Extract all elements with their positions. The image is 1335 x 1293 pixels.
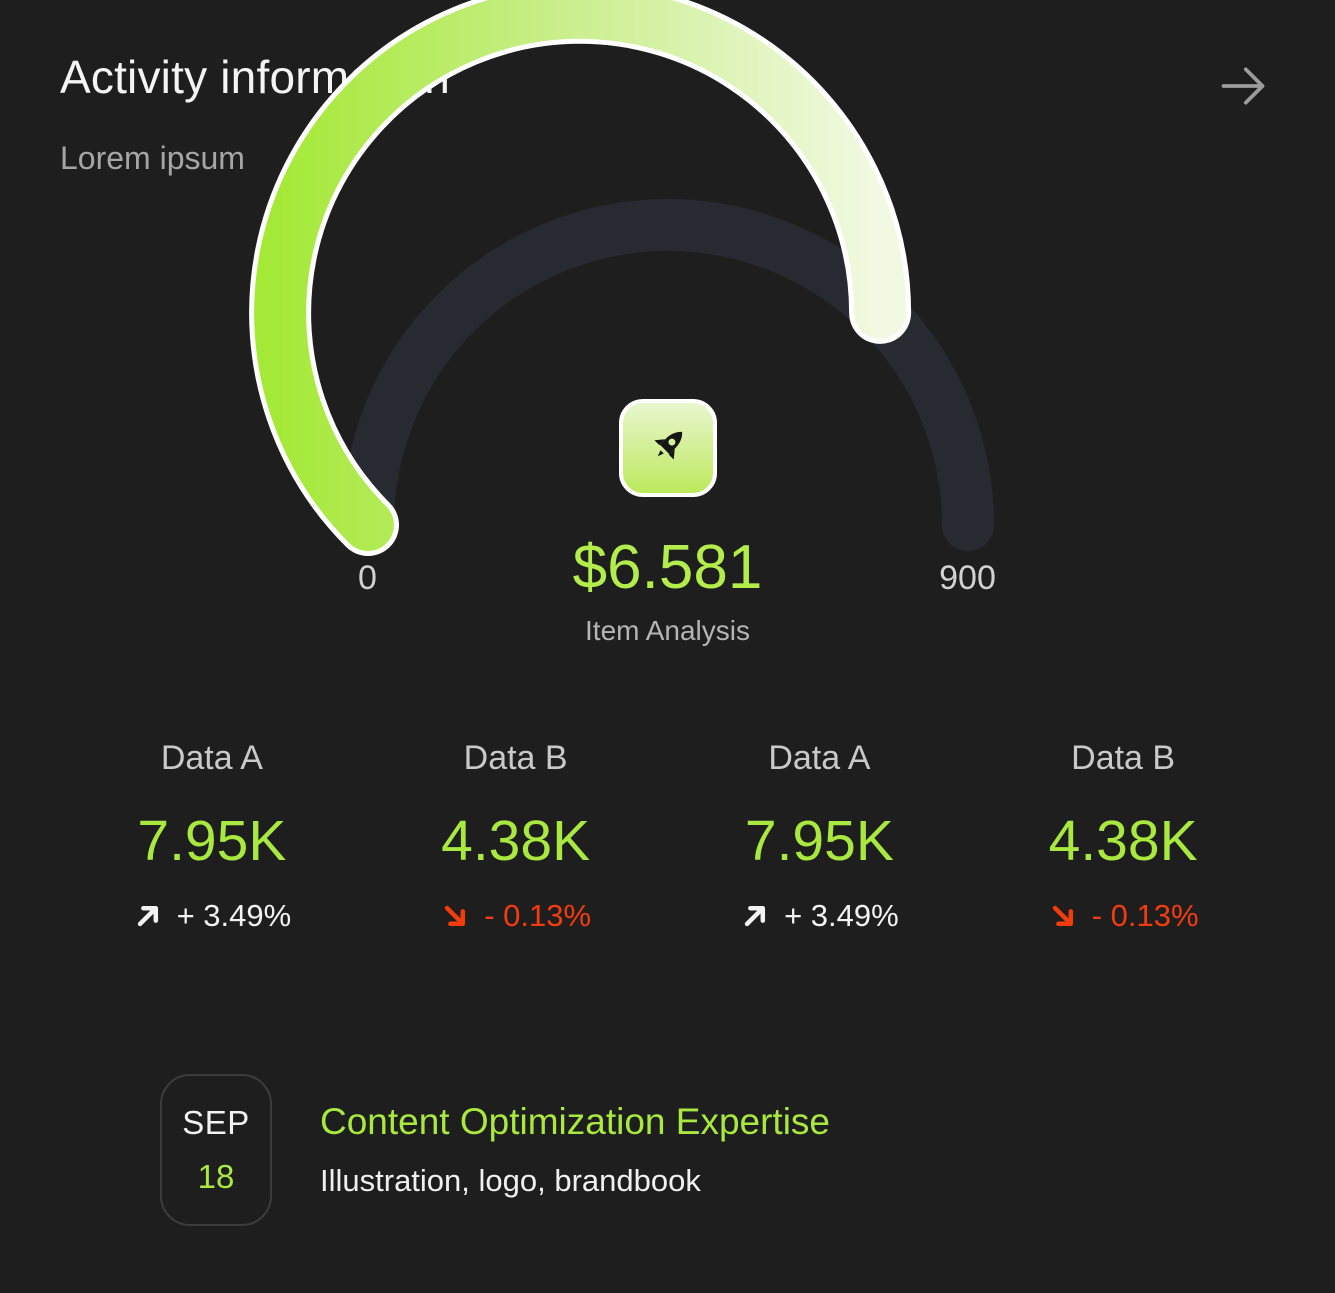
stat-value: 7.95K: [137, 809, 287, 873]
stat-change-text: + 3.49%: [176, 898, 292, 933]
stat-data-a-2: Data A 7.95K + 3.49%: [668, 739, 972, 934]
stat-change-text: - 0.13%: [1091, 898, 1199, 933]
stat-data-b-1: Data B 4.38K - 0.13%: [364, 739, 668, 934]
stat-label: Data B: [463, 739, 568, 777]
event-date-badge: SEP 18: [160, 1074, 272, 1226]
event-title: Content Optimization Expertise: [320, 1101, 831, 1142]
stat-data-a-1: Data A 7.95K + 3.49%: [60, 739, 364, 934]
event-date-day: 18: [197, 1158, 235, 1195]
stat-change-text: - 0.13%: [484, 898, 592, 933]
event-text: Content Optimization Expertise Illustrat…: [320, 1101, 830, 1199]
open-details-button[interactable]: [1211, 54, 1275, 121]
stat-value: 4.38K: [1048, 809, 1198, 873]
gauge-caption: Item Analysis: [585, 615, 750, 646]
gauge-fill-arc: [253, 0, 906, 551]
stats-row: Data A 7.95K + 3.49% Data B 4.38K: [60, 739, 1275, 934]
gauge-track: [341, 199, 994, 551]
gauge-value: $6.581: [572, 533, 763, 602]
stat-value: 7.95K: [744, 809, 894, 873]
stat-label: Data B: [1071, 739, 1176, 777]
stat-label: Data A: [160, 739, 263, 777]
arrow-down-right-icon: [1048, 901, 1078, 931]
page-subtitle: Lorem ipsum: [60, 140, 245, 176]
gauge-value-row: 0 $6.581 900: [328, 535, 1008, 605]
gauge-center-badge: [618, 399, 717, 497]
stat-value: 4.38K: [441, 809, 591, 873]
gauge-min-label: 0: [358, 559, 377, 597]
stat-change-text: + 3.49%: [784, 898, 899, 933]
event-subtitle: Illustration, logo, brandbook: [320, 1163, 701, 1198]
stat-change: - 0.13%: [364, 898, 668, 934]
card-header: Activity information Lorem ipsum: [60, 50, 1275, 177]
stat-change: + 3.49%: [668, 898, 972, 934]
stat-label: Data A: [768, 739, 871, 777]
arrow-up-right-icon: [133, 901, 163, 931]
arrow-down-right-icon: [440, 901, 470, 931]
arrow-right-icon: [1217, 67, 1269, 115]
event-date-month: SEP: [182, 1104, 250, 1141]
stat-change: - 0.13%: [971, 898, 1275, 934]
rocket-icon: [645, 423, 691, 474]
stat-change: + 3.49%: [60, 898, 364, 934]
gauge-max-label: 900: [939, 559, 996, 597]
gauge-chart: [248, 0, 994, 556]
gauge-section: 0 $6.581 900 Item Analysis: [248, 0, 1008, 647]
arrow-up-right-icon: [740, 901, 770, 931]
event-list-item[interactable]: SEP 18 Content Optimization Expertise Il…: [160, 1074, 1275, 1226]
stat-data-b-2: Data B 4.38K - 0.13%: [971, 739, 1275, 934]
